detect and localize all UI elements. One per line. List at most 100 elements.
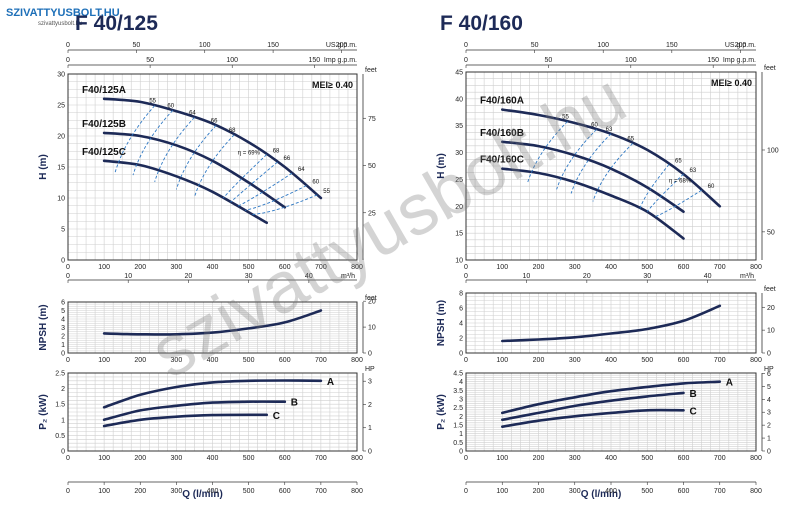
power-curve-label: C xyxy=(273,411,280,422)
y-tick-label: 25 xyxy=(455,177,463,184)
x-tick-label: 500 xyxy=(641,264,653,271)
x-tick-label: 0 xyxy=(464,264,468,271)
secondary-axis-unit: HP xyxy=(365,366,375,373)
efficiency-line xyxy=(230,161,278,203)
x-tick-label: 100 xyxy=(98,357,110,364)
efficiency-line xyxy=(556,129,597,190)
mei-label: MEI≥ 0.40 xyxy=(711,78,752,88)
secondary-tick-label: 1 xyxy=(368,425,372,432)
secondary-tick-label: 20 xyxy=(368,299,376,306)
chart-title: F 40/125 xyxy=(75,12,158,35)
us-gpm-tick-label: 200 xyxy=(336,42,348,49)
y-tick-label: 0.5 xyxy=(55,433,65,440)
power-curve-b xyxy=(102,400,287,422)
y-tick-label: 2.5 xyxy=(453,405,463,412)
plot-frame xyxy=(67,301,358,354)
efficiency-label: 64 xyxy=(189,110,196,116)
efficiency-label: 55 xyxy=(149,99,156,105)
head-curve-label: F40/160B xyxy=(480,128,524,139)
secondary-y-axis: 0 1 2 3 HP xyxy=(362,366,375,456)
x-tick-label: 600 xyxy=(279,357,291,364)
secondary-axis-unit: feet xyxy=(365,295,377,302)
y-tick-label: 4 xyxy=(459,321,463,328)
efficiency-line xyxy=(252,194,318,215)
secondary-axis-unit: feet xyxy=(365,67,377,74)
logo-text: SZIVATTYUSBOLT.HU xyxy=(6,7,120,19)
x-tick-label: 400 xyxy=(605,455,617,462)
head-curve-f40-125b xyxy=(102,131,287,209)
efficiency-label: 63 xyxy=(606,127,613,133)
x-tick-label: 0 xyxy=(66,264,70,271)
y-tick-label: 10 xyxy=(57,196,65,203)
y-tick-label: 3 xyxy=(459,397,463,404)
x-tick-label: 800 xyxy=(750,264,762,271)
efficiency-label: 60 xyxy=(708,184,715,190)
x-tick-label: 600 xyxy=(279,264,291,271)
y-tick-label: 5 xyxy=(61,227,65,234)
power-curve-b xyxy=(501,391,685,422)
x-tick-label: 600 xyxy=(678,357,690,364)
secondary-y-axis: 0 10 20 feet xyxy=(761,286,776,358)
head-panel: 0 5 10 15 20 25 30 H (m) 25 50 75 feet F40/125A F40/1… xyxy=(38,67,377,271)
x-tick-label: 200 xyxy=(533,264,545,271)
bottom-tick-label: 600 xyxy=(279,488,291,495)
efficiency-label: 55 xyxy=(323,189,330,195)
y-tick-label: 4 xyxy=(459,379,463,386)
secondary-tick-label: 0 xyxy=(767,351,771,358)
efficiency-label: 68 xyxy=(273,149,280,155)
us-gpm-tick-label: 0 xyxy=(464,42,468,49)
y-tick-label: 2.5 xyxy=(55,371,65,378)
efficiency-line xyxy=(154,117,195,182)
x-tick-label: 300 xyxy=(569,455,581,462)
bottom-tick-label: 400 xyxy=(605,488,617,495)
y-tick-label: 2 xyxy=(61,334,65,341)
secondary-tick-label: 20 xyxy=(767,305,775,312)
x-tick-label: 400 xyxy=(207,357,219,364)
x-tick-label: 500 xyxy=(641,357,653,364)
grid xyxy=(67,372,358,452)
y-axis-label: NPSH (m) xyxy=(436,300,447,346)
m3h-tick-label: 30 xyxy=(245,273,253,280)
chart-title: F 40/160 xyxy=(440,12,523,35)
bottom-tick-label: 700 xyxy=(315,488,327,495)
x-tick-label: 400 xyxy=(605,264,617,271)
efficiency-label: 64 xyxy=(298,167,305,173)
efficiency-label: 66 xyxy=(211,118,218,124)
imp-gpm-tick-label: 0 xyxy=(464,57,468,64)
secondary-tick-label: 0 xyxy=(767,449,771,456)
logo-subtext: szivattyusbolt.hu xyxy=(38,21,82,27)
y-tick-label: 30 xyxy=(57,72,65,79)
plot-frame xyxy=(67,73,358,261)
x-axis-label: Q (l/min) xyxy=(581,489,622,500)
x-tick-label: 800 xyxy=(351,357,363,364)
y-tick-label: 1 xyxy=(61,417,65,424)
head-curve-f40-125a xyxy=(102,97,323,200)
efficiency-line xyxy=(114,105,156,174)
x-tick-label: 700 xyxy=(315,357,327,364)
x-tick-label: 300 xyxy=(569,357,581,364)
bottom-tick-label: 100 xyxy=(496,488,508,495)
imp-gpm-tick-label: 50 xyxy=(544,57,552,64)
secondary-y-axis: 25 50 75 feet xyxy=(362,67,377,260)
y-tick-label: 15 xyxy=(455,231,463,238)
y-tick-label: 4.5 xyxy=(453,371,463,378)
imp-gpm-unit-label: Imp g.p.m. xyxy=(324,57,357,64)
us-gpm-tick-label: 100 xyxy=(199,42,211,49)
power-curve-a xyxy=(501,380,722,415)
head-curve-label: F40/160C xyxy=(480,155,524,166)
x-tick-label: 600 xyxy=(678,264,690,271)
x-tick-label: 300 xyxy=(569,264,581,271)
bottom-tick-label: 300 xyxy=(569,488,581,495)
efficiency-label: 63 xyxy=(690,168,697,174)
y-tick-label: 0 xyxy=(459,449,463,456)
secondary-axis-unit: feet xyxy=(764,286,776,293)
efficiency-label: 55 xyxy=(562,114,569,120)
efficiency-line xyxy=(175,125,217,190)
grid xyxy=(67,301,358,354)
head-curve-label: F40/125A xyxy=(82,85,126,96)
x-tick-label: 800 xyxy=(351,264,363,271)
x-tick-label: 0 xyxy=(464,357,468,364)
y-tick-label: 40 xyxy=(455,96,463,103)
y-tick-label: 1 xyxy=(61,342,65,349)
